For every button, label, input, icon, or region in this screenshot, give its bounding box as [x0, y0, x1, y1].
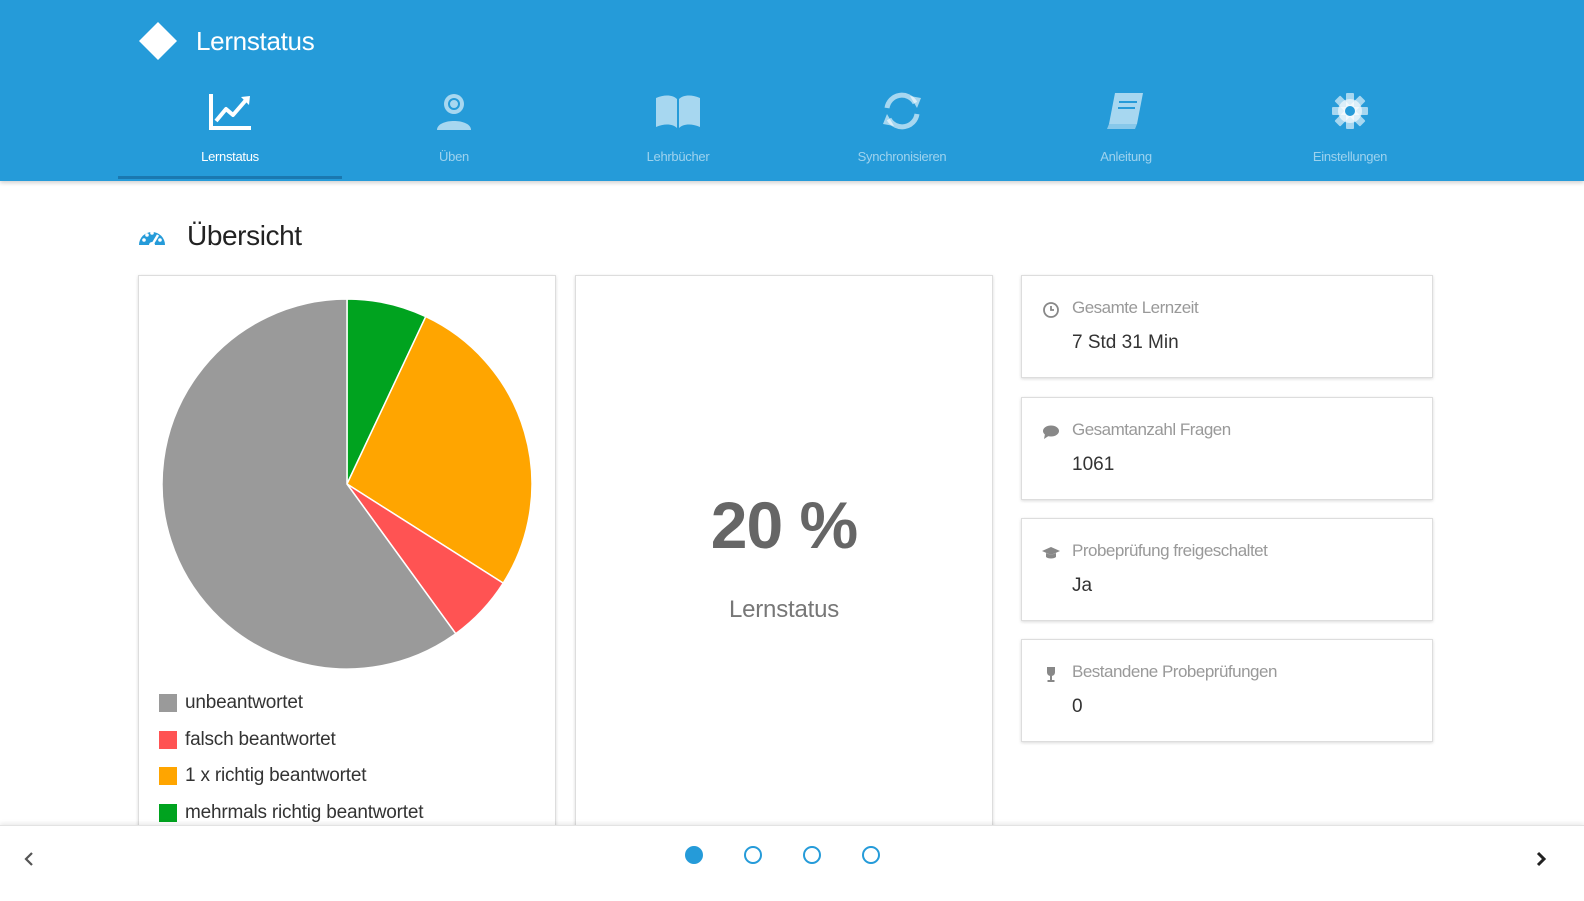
tab-einstellungen[interactable]: Einstellungen — [1238, 80, 1462, 181]
legend-swatch — [159, 694, 177, 712]
pager-bar — [0, 825, 1584, 901]
tab-label: Anleitung — [1100, 149, 1152, 164]
legend-swatch — [159, 803, 177, 822]
legend-label: 1 x richtig beantwortet — [185, 765, 367, 786]
legend-item-einmal-richtig: 1 x richtig beantwortet — [159, 764, 423, 788]
legend-label: falsch beantwortet — [185, 728, 336, 750]
user-learn-icon — [429, 90, 479, 132]
active-tab-indicator — [118, 176, 342, 179]
brand: Lernstatus — [138, 20, 315, 62]
gear-icon — [1325, 90, 1375, 132]
info-card-probepruefung: Probeprüfung freigeschaltet Ja — [1021, 518, 1433, 621]
pie-chart — [161, 298, 533, 670]
app-title: Lernstatus — [196, 25, 315, 56]
section-header: Übersicht — [137, 218, 302, 254]
info-label: Bestandene Probeprüfungen — [1072, 662, 1277, 681]
page-title: Übersicht — [187, 220, 302, 251]
next-page-button[interactable] — [1526, 844, 1556, 874]
prev-page-button[interactable] — [14, 844, 44, 874]
legend-item-unbeantwortet: unbeantwortet — [159, 691, 423, 715]
trophy-icon — [1042, 665, 1060, 683]
legend-label: mehrmals richtig beantwortet — [185, 801, 424, 823]
comment-icon — [1042, 423, 1060, 441]
info-value: 7 Std 31 Min — [1072, 332, 1179, 353]
pie-slice-3 — [161, 298, 457, 670]
tab-ueben[interactable]: Üben — [342, 80, 566, 181]
pie-chart-card: unbeantwortet falsch beantwortet 1 x ric… — [138, 275, 556, 857]
tab-label: Synchronisieren — [857, 149, 947, 164]
chevron-right-icon — [1536, 851, 1547, 867]
clock-icon — [1042, 301, 1060, 319]
info-value: 1061 — [1072, 454, 1115, 475]
page-dot-1[interactable] — [685, 846, 703, 864]
legend-label: unbeantwortet — [185, 692, 303, 713]
status-percentage: 20 % — [710, 488, 858, 562]
dashboard-icon — [139, 231, 165, 248]
page-dot-3[interactable] — [803, 846, 821, 864]
info-label: Probeprüfung freigeschaltet — [1072, 541, 1268, 560]
page-indicator — [685, 846, 921, 864]
info-card-lernzeit: Gesamte Lernzeit 7 Std 31 Min — [1021, 275, 1433, 378]
graduation-cap-icon — [1042, 544, 1060, 562]
app-header: Lernstatus Lernstatus Üben — [0, 0, 1584, 181]
info-label: Gesamte Lernzeit — [1072, 298, 1199, 317]
info-label: Gesamtanzahl Fragen — [1072, 420, 1231, 439]
legend-item-falsch: falsch beantwortet — [159, 728, 423, 752]
main-tabs: Lernstatus Üben Lehrbücher — [118, 80, 1462, 181]
learning-status-card: 20 % Lernstatus — [575, 275, 993, 857]
page-dot-2[interactable] — [744, 846, 762, 864]
chevron-left-icon — [24, 852, 33, 866]
legend-item-mehrmals-richtig: mehrmals richtig beantwortet — [159, 801, 424, 825]
tab-anleitung[interactable]: Anleitung — [1014, 80, 1238, 181]
chart-legend: unbeantwortet falsch beantwortet 1 x ric… — [159, 691, 424, 837]
legend-swatch — [159, 730, 177, 749]
manual-book-icon — [1101, 90, 1151, 132]
status-label: Lernstatus — [728, 596, 840, 623]
tab-lehrbuecher[interactable]: Lehrbücher — [566, 80, 790, 181]
tab-label: Üben — [439, 149, 469, 164]
info-value: 0 — [1072, 696, 1083, 717]
tab-label: Einstellungen — [1312, 149, 1388, 164]
chart-line-icon — [205, 90, 255, 132]
tab-synchronisieren[interactable]: Synchronisieren — [790, 80, 1014, 181]
diamond-logo-icon — [139, 22, 177, 60]
tab-label: Lernstatus — [201, 149, 259, 164]
info-card-bestanden: Bestandene Probeprüfungen 0 — [1021, 639, 1433, 742]
tab-label: Lehrbücher — [646, 149, 710, 164]
tab-lernstatus[interactable]: Lernstatus — [118, 80, 342, 181]
sync-icon — [877, 90, 927, 132]
legend-swatch — [159, 767, 177, 785]
page-dot-4[interactable] — [862, 846, 880, 864]
book-open-icon — [653, 90, 703, 132]
pie-slice-1 — [346, 315, 533, 585]
info-value: Ja — [1072, 575, 1093, 596]
info-card-fragen: Gesamtanzahl Fragen 1061 — [1021, 397, 1433, 500]
